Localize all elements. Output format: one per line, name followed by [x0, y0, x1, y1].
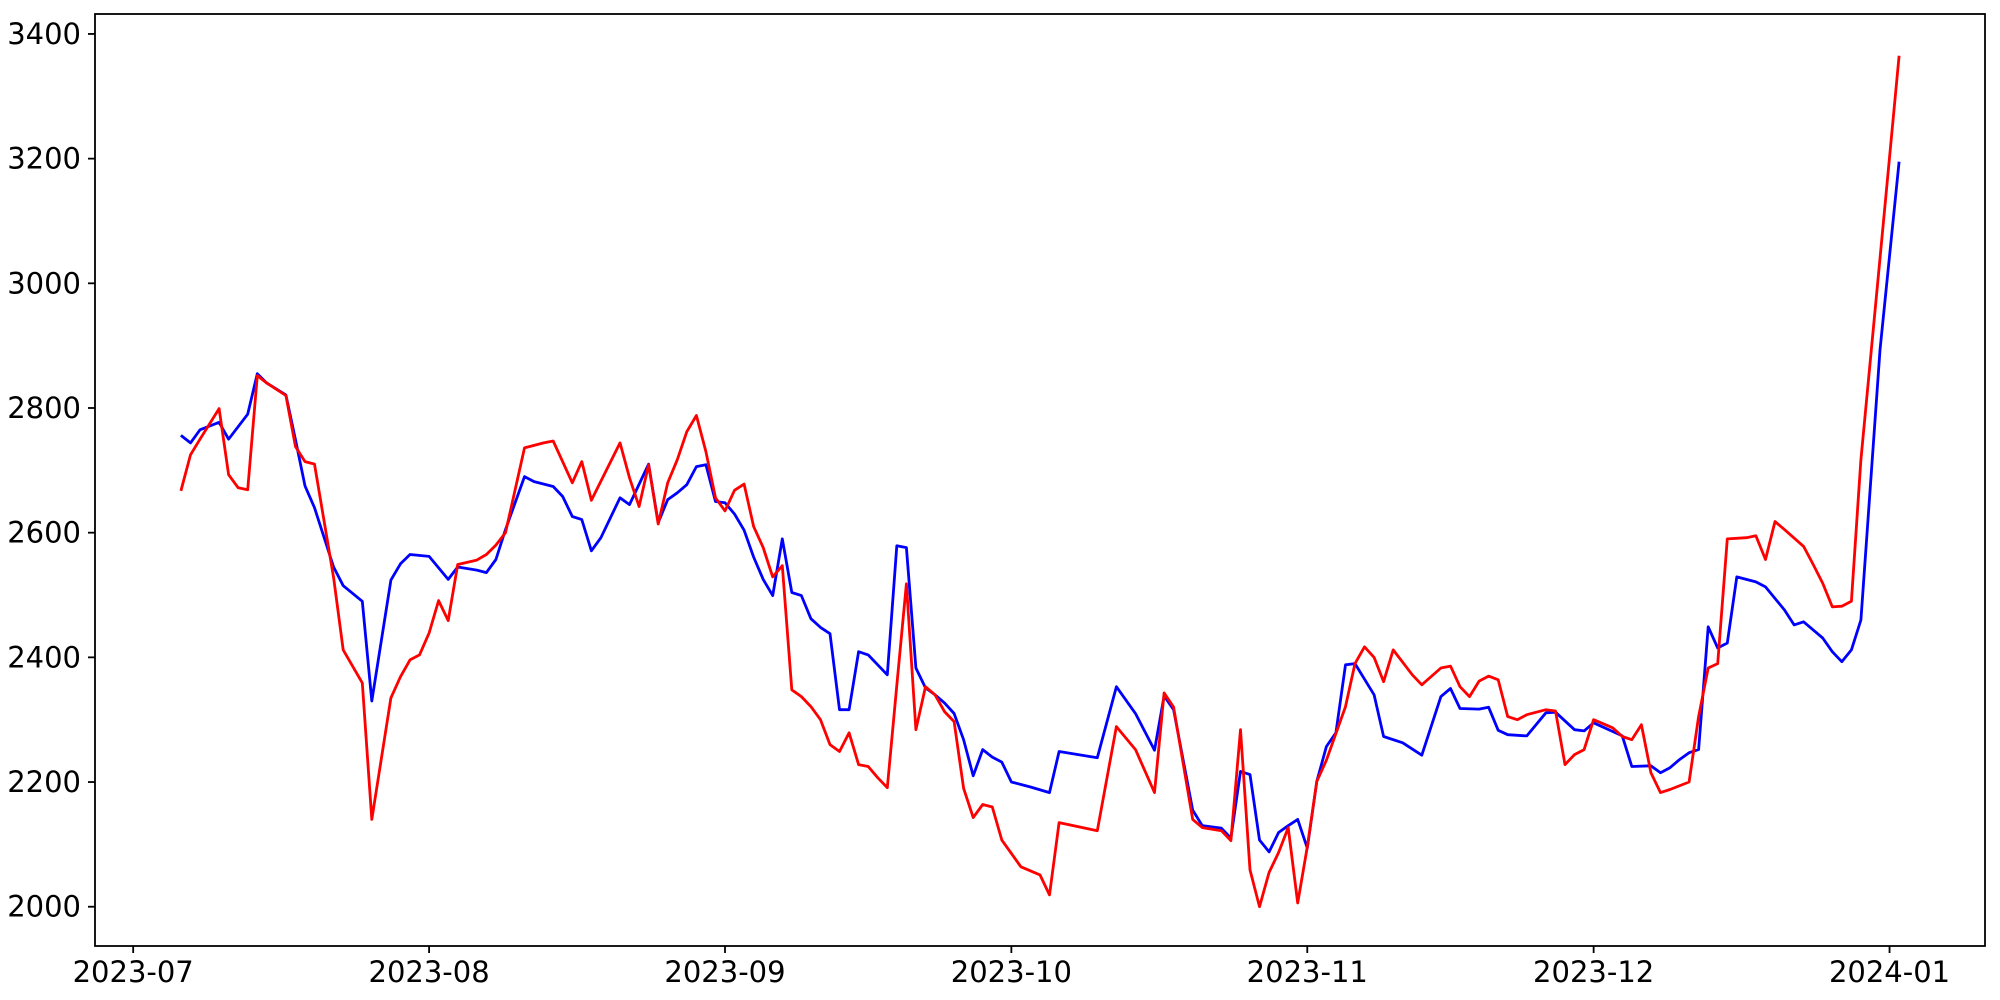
y-tick-label: 3000	[7, 266, 81, 300]
y-tick-label: 2200	[7, 765, 81, 799]
y-tick-label: 3200	[7, 142, 81, 176]
red-series-line	[179, 55, 1901, 909]
series-group	[179, 55, 1901, 909]
x-tick-label: 2023-11	[1247, 955, 1368, 989]
x-tick-label: 2023-12	[1533, 955, 1654, 989]
x-axis: 2023-07 2023-08 2023-09 2023-10 2023-11 2023-…	[73, 946, 1950, 989]
x-tick-label: 2023-07	[73, 955, 194, 989]
y-tick-label: 2600	[7, 516, 81, 550]
y-tick-label: 2000	[7, 890, 81, 924]
y-tick-label: 2800	[7, 391, 81, 425]
y-tick-label: 3400	[7, 17, 81, 51]
y-axis: 2000 2200 2400 2600 2800 3000 3200 3400	[7, 17, 95, 924]
x-tick-label: 2023-10	[951, 955, 1072, 989]
x-tick-label: 2023-08	[369, 955, 490, 989]
y-tick-label: 2400	[7, 640, 81, 674]
plot-frame	[94, 13, 1986, 947]
x-tick-label: 2024-01	[1829, 955, 1950, 989]
x-tick-label: 2023-09	[664, 955, 785, 989]
blue-series-line	[180, 161, 1901, 854]
